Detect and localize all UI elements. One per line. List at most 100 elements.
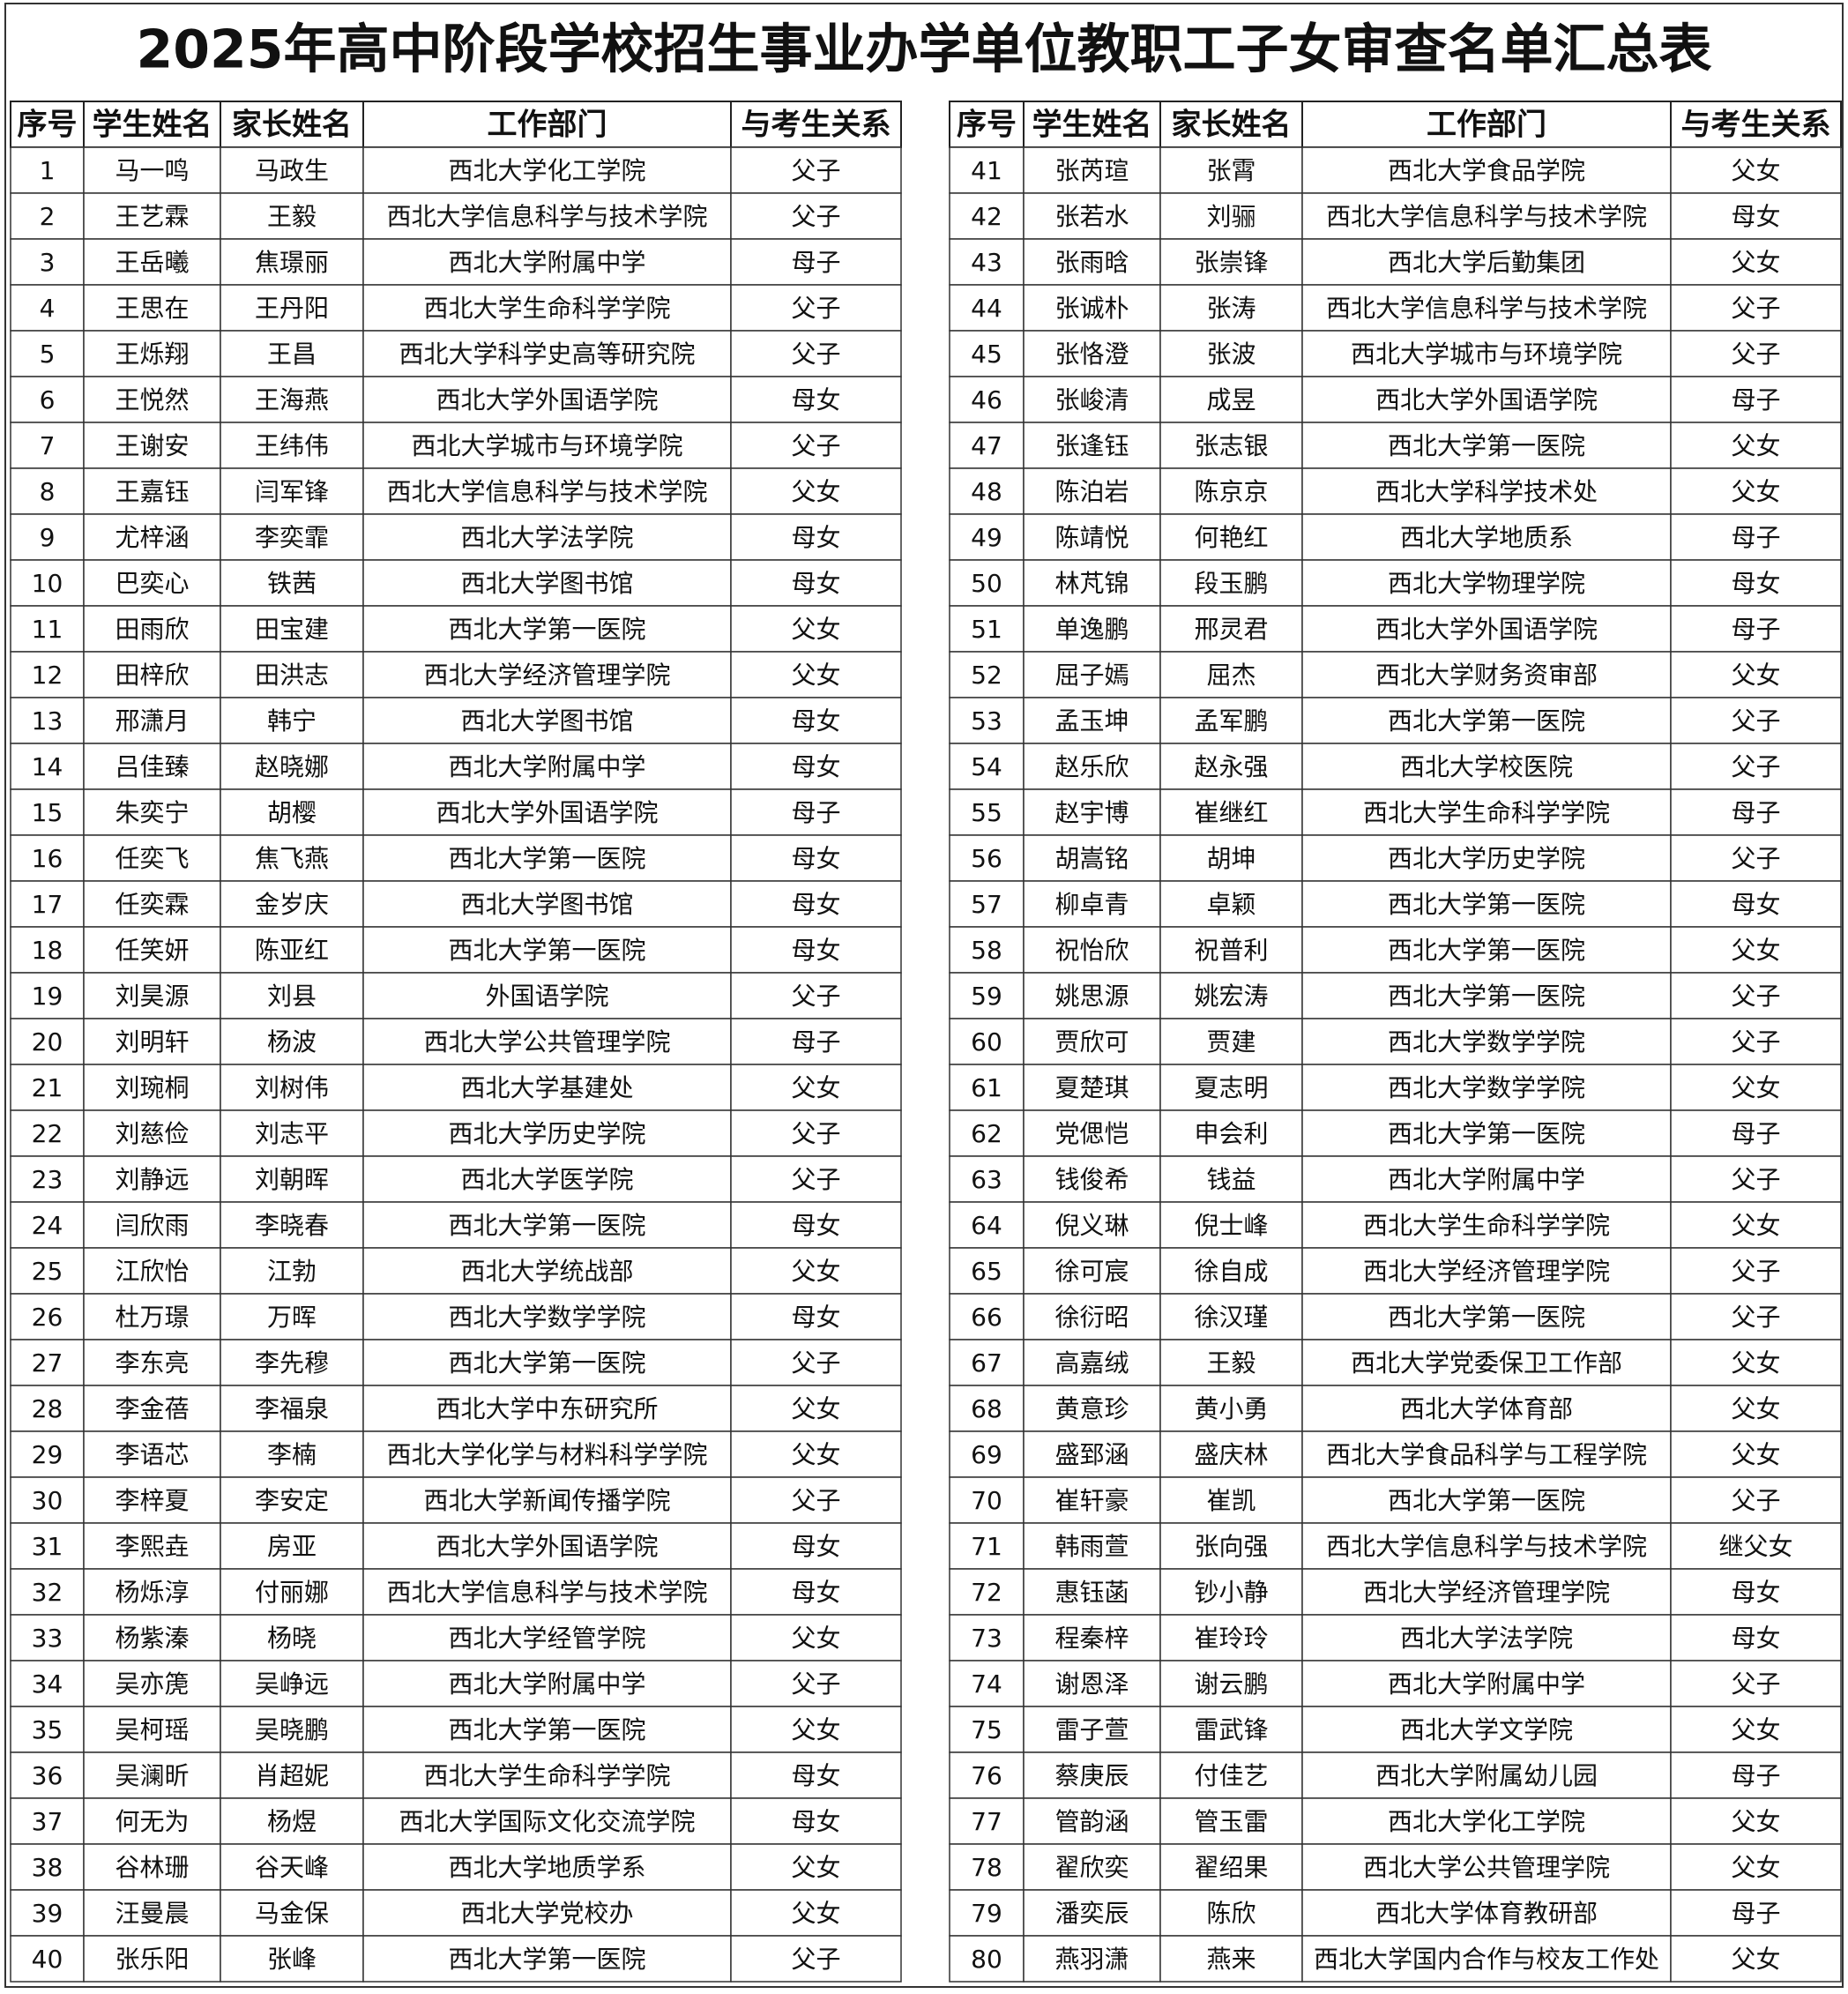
cell-text: 父女 (1731, 661, 1780, 690)
table-cell (83, 1247, 221, 1295)
cell-text: 20 (32, 1027, 63, 1057)
table-cell (730, 926, 902, 974)
table-cell (1670, 1660, 1842, 1707)
cell-text: 母女 (791, 844, 840, 873)
cell-text: 西北大学体育部 (1400, 1394, 1573, 1423)
cell-text: 西北大学统战部 (460, 1257, 633, 1286)
cell-text: 陈欣 (1206, 1899, 1256, 1928)
cell-text: 50 (971, 569, 1002, 598)
cell-text: 西北大学第一医院 (1388, 1303, 1585, 1332)
cell-text: 27 (32, 1348, 63, 1378)
cell-text: 41 (971, 156, 1002, 185)
cell-text: 49 (971, 523, 1002, 552)
table-cell (10, 1109, 85, 1157)
table-cell (1023, 834, 1161, 882)
table-cell (949, 834, 1025, 882)
table-cell (730, 605, 902, 653)
table-cell (362, 972, 732, 1019)
cell-text: 51 (971, 615, 1002, 644)
cell-text: 盛庆林 (1194, 1440, 1268, 1469)
table-cell (362, 926, 732, 974)
table-cell (83, 1843, 221, 1891)
cell-text: 父女 (1731, 431, 1780, 460)
cell-text: 张峻清 (1054, 385, 1129, 414)
cell-text: 父女 (791, 1624, 840, 1653)
cell-text: 西北大学数学学院 (1388, 1073, 1585, 1102)
cell-text: 燕来 (1206, 1945, 1256, 1974)
cell-text: 姚宏涛 (1194, 982, 1268, 1011)
table-cell (1670, 880, 1842, 928)
table-cell (1023, 1843, 1161, 1891)
cell-text: 杨煜 (267, 1807, 317, 1836)
table-cell (1023, 376, 1161, 423)
table-cell (1023, 1568, 1161, 1616)
cell-text: 王岳曦 (115, 248, 189, 277)
table-cell (10, 467, 85, 515)
cell-text: 45 (971, 340, 1002, 369)
cell-text: 任奕飞 (115, 844, 189, 873)
cell-text: 43 (971, 248, 1002, 277)
table-cell (10, 926, 85, 974)
table-cell (1159, 1935, 1303, 1983)
cell-text: 韩雨萱 (1054, 1532, 1129, 1561)
table-cell (1301, 605, 1672, 653)
table-cell (362, 467, 732, 515)
cell-text: 党偲恺 (1054, 1119, 1129, 1148)
table-cell (1159, 1018, 1303, 1065)
table-cell (1301, 972, 1672, 1019)
cell-text: 31 (32, 1532, 63, 1561)
cell-text: 谢云鹏 (1194, 1669, 1268, 1699)
table-cell (949, 605, 1025, 653)
cell-text: 段玉鹏 (1194, 569, 1268, 598)
header-cell (1301, 101, 1672, 148)
cell-text: 江勃 (267, 1257, 317, 1286)
cell-text: 西北大学信息科学与技术学院 (386, 477, 707, 506)
table-cell (1670, 972, 1842, 1019)
table-cell (730, 1109, 902, 1157)
table-cell (1023, 1247, 1161, 1295)
cell-text: 祝怡欣 (1054, 936, 1129, 965)
table-cell (220, 697, 364, 744)
cell-text: 父子 (1731, 982, 1780, 1011)
table-cell (1670, 376, 1842, 423)
cell-text: 母女 (791, 1211, 840, 1240)
table-cell (10, 880, 85, 928)
cell-text: 母子 (791, 248, 840, 277)
cell-text: 崔玲玲 (1194, 1624, 1268, 1653)
cell-text: 马政生 (255, 156, 329, 185)
header-text: 与考生关系 (1681, 108, 1831, 143)
cell-text: 15 (32, 798, 63, 827)
cell-text: 父女 (1731, 1853, 1780, 1882)
table-cell (1023, 559, 1161, 607)
cell-text: 胡坤 (1206, 844, 1256, 873)
cell-text: 母子 (1731, 1119, 1780, 1148)
table-cell (220, 1064, 364, 1111)
cell-text: 西北大学第一医院 (1388, 936, 1585, 965)
cell-text: 刘树伟 (255, 1073, 329, 1102)
table-cell (949, 192, 1025, 240)
cell-text: 西北大学经管学院 (448, 1624, 645, 1653)
table-cell (1023, 1889, 1161, 1937)
cell-text: 王嘉钰 (115, 477, 189, 506)
cell-text: 王昌 (267, 340, 317, 369)
table-cell (1159, 651, 1303, 698)
table-cell (220, 1660, 364, 1707)
cell-text: 西北大学第一医院 (1388, 1486, 1585, 1515)
cell-text: 雷子萱 (1054, 1715, 1129, 1744)
table-cell (220, 1568, 364, 1616)
cell-text: 西北大学数学学院 (448, 1303, 645, 1332)
table-cell (1023, 1935, 1161, 1983)
cell-text: 蔡庚辰 (1054, 1761, 1129, 1790)
cell-text: 母女 (1731, 569, 1780, 598)
table-cell (1301, 834, 1672, 882)
cell-text: 任笑妍 (115, 936, 189, 965)
cell-text: 王丹阳 (255, 294, 329, 323)
table-cell (1159, 238, 1303, 286)
cell-text: 母女 (1731, 202, 1780, 231)
table-cell (730, 467, 902, 515)
cell-text: 42 (971, 202, 1002, 231)
table-cell (1670, 1339, 1842, 1386)
table-cell (220, 1109, 364, 1157)
table-cell (362, 1889, 732, 1937)
table-cell (83, 467, 221, 515)
